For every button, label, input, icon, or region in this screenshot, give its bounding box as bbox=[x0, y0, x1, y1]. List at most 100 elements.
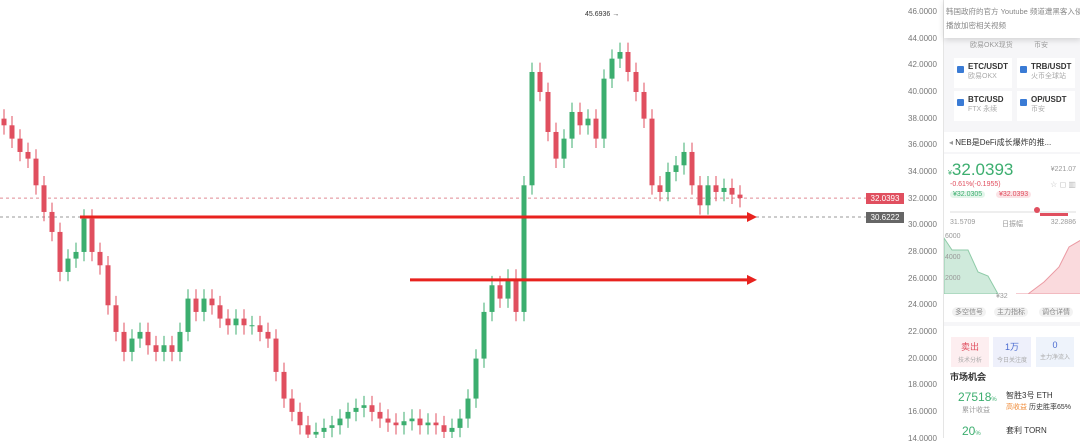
candle-body bbox=[689, 151, 695, 186]
candle-body bbox=[105, 265, 111, 306]
chart-canvas[interactable] bbox=[0, 0, 943, 443]
candle-body bbox=[25, 151, 31, 159]
candle-body bbox=[601, 78, 607, 139]
opp-tag: 高收益 bbox=[1006, 404, 1027, 411]
candle-body bbox=[177, 331, 183, 352]
candle-body bbox=[473, 358, 479, 399]
pair-btc-usd[interactable]: BTC/USD FTX 永续 bbox=[954, 91, 1012, 121]
price-tick: 14.0000 bbox=[908, 433, 937, 443]
checkbox-icon[interactable] bbox=[1020, 99, 1027, 106]
candle-body bbox=[617, 51, 623, 59]
candle-body bbox=[225, 318, 231, 326]
price-change: -0.61%(-0.1955) bbox=[950, 181, 1001, 188]
candle-body bbox=[433, 422, 439, 426]
pair-etc-usdt[interactable]: ETC/USDT 欧易OKX bbox=[954, 58, 1012, 88]
candle-body bbox=[297, 411, 303, 426]
depth-price: ¥32 bbox=[996, 293, 1008, 300]
candle-body bbox=[1, 118, 7, 126]
candle-body bbox=[625, 51, 631, 72]
candle-body bbox=[153, 345, 159, 352]
candle-body bbox=[353, 407, 359, 412]
checkbox-icon[interactable] bbox=[957, 66, 964, 73]
depth-label: 4000 bbox=[945, 254, 961, 261]
candle-body bbox=[233, 318, 239, 326]
candle-body bbox=[481, 311, 487, 359]
candle-body bbox=[337, 418, 343, 426]
price-tick: 18.0000 bbox=[908, 380, 937, 390]
pair-op-usdt[interactable]: OP/USDT 币安 bbox=[1017, 91, 1075, 121]
price-tick: 20.0000 bbox=[908, 353, 937, 363]
checkbox-icon[interactable] bbox=[1020, 66, 1027, 73]
news-ticker[interactable]: ◂ NEB是DeFi成长爆炸的推... bbox=[944, 132, 1080, 152]
opp-name-2[interactable]: 套利 TORN bbox=[1006, 426, 1047, 435]
right-panel: 韩国政府的官方 Youtube 频道遭黑客入侵 播放加密相关视频 欧易OKX现货… bbox=[943, 0, 1080, 438]
crosshair-price-tag: 30.6222 bbox=[866, 212, 904, 223]
candle-body bbox=[313, 431, 319, 435]
signal-button[interactable]: 多空信号 bbox=[952, 307, 986, 317]
candle-body bbox=[489, 285, 495, 312]
candle-body bbox=[265, 331, 271, 339]
price-tick: 42.0000 bbox=[908, 60, 937, 70]
price-tick: 38.0000 bbox=[908, 113, 937, 123]
candle-body bbox=[377, 411, 383, 419]
candle-body bbox=[289, 398, 295, 412]
candle-body bbox=[697, 185, 703, 206]
candle-body bbox=[729, 187, 735, 195]
details-button[interactable]: 调仓详情 bbox=[1039, 307, 1073, 317]
speaker-icon: ◂ bbox=[949, 138, 956, 147]
candle-body bbox=[585, 118, 591, 126]
candle-body bbox=[641, 91, 647, 119]
candle-body bbox=[81, 218, 87, 252]
candle-body bbox=[33, 158, 39, 186]
candle-body bbox=[169, 345, 175, 352]
candle-body bbox=[529, 71, 535, 186]
candle-body bbox=[721, 187, 727, 192]
candle-body bbox=[409, 418, 415, 422]
candle-body bbox=[161, 345, 167, 352]
price-tick: 36.0000 bbox=[908, 140, 937, 150]
candle-body bbox=[361, 405, 367, 408]
candle-body bbox=[649, 118, 655, 186]
candle-body bbox=[417, 418, 423, 426]
stat-inflow[interactable]: 0 主力净流入 bbox=[1036, 337, 1074, 367]
opp-name[interactable]: 智胜3号 ETH bbox=[1006, 391, 1053, 400]
candle-body bbox=[97, 251, 103, 266]
candle-body bbox=[73, 251, 79, 259]
action-icons[interactable]: ☆ ◻ ▥ bbox=[1050, 180, 1076, 189]
candle-body bbox=[113, 305, 119, 332]
price-tick: 30.0000 bbox=[908, 220, 937, 230]
candle-body bbox=[209, 298, 215, 306]
arrow-head bbox=[747, 274, 757, 285]
stat-attention[interactable]: 1万 今日关注度 bbox=[993, 337, 1031, 367]
indicator-button[interactable]: 主力指标 bbox=[994, 307, 1028, 317]
pair-trb-usdt[interactable]: TRB/USDT 火币全球站 bbox=[1017, 58, 1075, 88]
candle-body bbox=[65, 258, 71, 272]
candle-body bbox=[457, 418, 463, 428]
news-tooltip[interactable]: 韩国政府的官方 Youtube 频道遭黑客入侵 播放加密相关视频 bbox=[944, 0, 1080, 38]
candle-body bbox=[369, 405, 375, 412]
price-tick: 34.0000 bbox=[908, 166, 937, 176]
candle-body bbox=[737, 194, 743, 199]
depth-chart bbox=[944, 237, 1080, 294]
stat-analysis[interactable]: 卖出 技术分析 bbox=[951, 337, 989, 367]
bid-pill: ¥32.0305 bbox=[950, 191, 986, 198]
market-title: 市场机会 bbox=[950, 372, 987, 382]
candle-body bbox=[513, 278, 519, 312]
hidden-pair-ex: 币安 bbox=[1034, 42, 1048, 49]
candle-body bbox=[561, 138, 567, 159]
checkbox-icon[interactable] bbox=[957, 99, 964, 106]
candle-body bbox=[441, 425, 447, 432]
range-bar bbox=[950, 207, 1076, 216]
tip-line: 播放加密相关视频 bbox=[946, 21, 1006, 30]
candle-body bbox=[9, 125, 15, 139]
candle-body bbox=[673, 165, 679, 172]
candle-body bbox=[321, 427, 327, 432]
candle-body bbox=[465, 398, 471, 419]
candle-body bbox=[633, 71, 639, 92]
candlestick-chart[interactable]: 46.0000 44.0000 42.0000 40.0000 38.0000 36.00… bbox=[0, 0, 943, 443]
tip-line: 韩国政府的官方 Youtube 频道遭黑客入侵 bbox=[946, 7, 1080, 16]
candle-body bbox=[401, 421, 407, 426]
opp-sub: 累计收益 bbox=[962, 407, 990, 414]
candle-body bbox=[545, 91, 551, 132]
opp-yield: 27518% bbox=[958, 390, 997, 404]
